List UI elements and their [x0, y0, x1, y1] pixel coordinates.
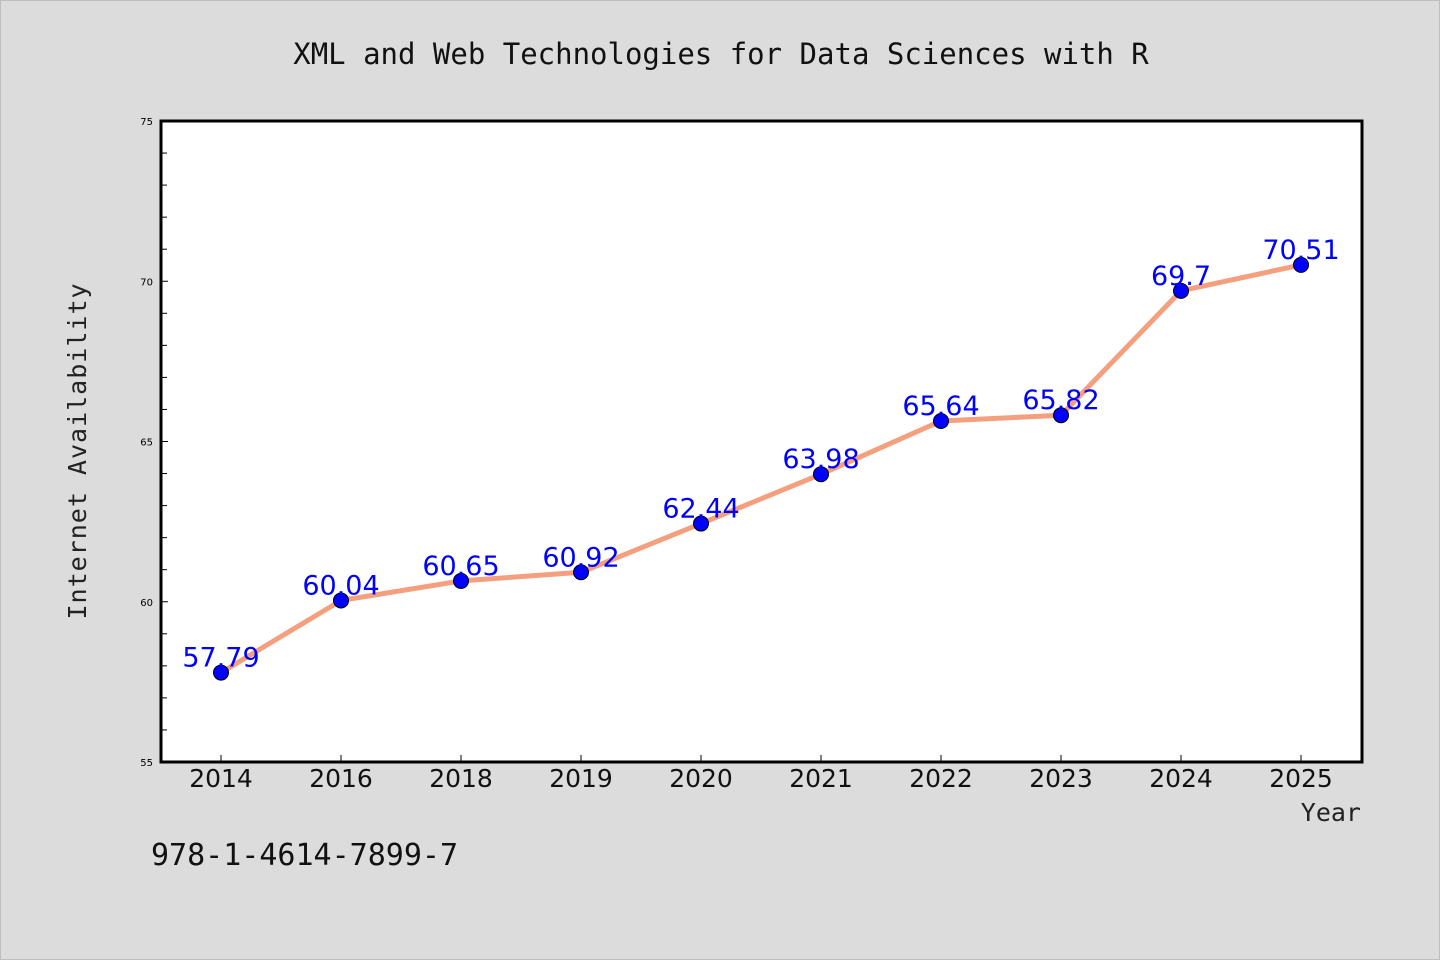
data-point	[453, 572, 469, 589]
x-tick-label: 2018	[429, 764, 493, 793]
x-tick-label: 2019	[549, 764, 613, 793]
data-point	[693, 515, 709, 532]
y-tick-label: 55	[140, 758, 153, 769]
plot-area	[159, 119, 1364, 764]
data-point	[573, 564, 589, 581]
y-axis-title: Internet Availability	[63, 282, 92, 619]
x-tick-label: 2023	[1029, 764, 1093, 793]
x-axis-title: Year	[1301, 798, 1361, 827]
data-label: 65.82	[1022, 385, 1099, 416]
series-line	[218, 262, 1304, 676]
series-layer	[213, 256, 1309, 681]
chart-title: XML and Web Technologies for Data Scienc…	[293, 37, 1149, 71]
data-point	[1173, 282, 1189, 299]
data-label-layer: 57.79 60.04 60.65 60.92 62.44 63.98 65.64 65.82…	[182, 235, 1339, 674]
y-tick-label: 65	[140, 438, 153, 449]
data-label: 63.98	[782, 444, 859, 475]
x-tick-label: 2022	[909, 764, 973, 793]
x-tick-label: 2016	[309, 764, 373, 793]
data-label: 60.65	[422, 551, 499, 582]
y-tick-label: 75	[140, 117, 153, 128]
data-label: 65.64	[902, 391, 979, 422]
data-point	[213, 664, 229, 681]
data-label: 70.51	[1262, 235, 1339, 266]
y-tick-label: 70	[140, 277, 153, 288]
data-label: 62.44	[662, 494, 739, 525]
x-tick-label: 2020	[669, 764, 733, 793]
data-point	[1293, 256, 1309, 273]
data-point	[333, 592, 349, 609]
y-axis: 55 60 65 70 75	[140, 117, 168, 769]
x-tick-label: 2024	[1149, 764, 1213, 793]
data-label: 57.79	[182, 643, 259, 674]
x-tick-label: 2025	[1269, 764, 1333, 793]
data-label: 60.04	[302, 570, 379, 601]
data-point	[813, 466, 829, 483]
data-label: 60.92	[542, 542, 619, 573]
x-tick-label: 2021	[789, 764, 853, 793]
data-point	[933, 412, 949, 429]
x-axis: 2014 2016 2018 2019 2020 2021 2022 2023 2024 2025	[189, 755, 1333, 793]
x-tick-label: 2014	[189, 764, 253, 793]
isbn-label: 978-1-4614-7899-7	[151, 838, 458, 873]
data-point	[1053, 407, 1069, 424]
y-tick-label: 60	[140, 598, 153, 609]
data-label: 69.7	[1151, 261, 1211, 292]
